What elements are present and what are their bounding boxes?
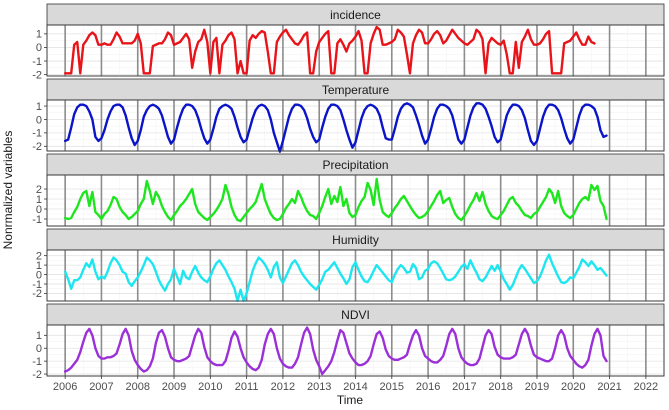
y-tick-label: 0 [36, 343, 42, 355]
x-tick-label: 2016 [416, 381, 440, 393]
panel-border [46, 174, 665, 227]
panel-border [46, 99, 665, 152]
y-tick-label: 1 [36, 330, 42, 342]
y-tick-label: -2 [32, 141, 42, 153]
series-line-temperature [63, 102, 608, 153]
panel-title: NDVI [341, 308, 370, 322]
panel-title: Humidity [332, 233, 379, 247]
series-line-precipitation [63, 177, 608, 223]
panel-incidence: incidence -2-1 01 [32, 3, 665, 81]
y-tick-label: 0 [36, 269, 42, 281]
x-tick-label: 2022 [634, 381, 658, 393]
y-tick-label: 1 [36, 29, 42, 41]
y-tick-label: -1 [32, 56, 42, 68]
y-tick-label: 0 [36, 42, 42, 54]
x-tick-label: 2019 [525, 381, 549, 393]
y-tick-label: 1 [36, 260, 42, 272]
x-tick-label: 2015 [380, 381, 404, 393]
x-tick-label: 2007 [89, 381, 113, 393]
y-tick-label: 0 [36, 204, 42, 216]
y-tick-label: -2 [32, 369, 42, 381]
x-tick-label: 2010 [198, 381, 222, 393]
y-tick-label: -1 [32, 128, 42, 140]
x-tick-label: 2013 [307, 381, 331, 393]
panels-group: incidence-2-101Temperature-2-101Precipit… [32, 3, 665, 381]
panel-border [46, 249, 665, 302]
panel-temperature: Temperature -2-1 01 [32, 78, 665, 153]
x-tick-label: 2006 [53, 381, 77, 393]
y-tick-label: -1 [32, 214, 42, 226]
y-tick-label: -2 [32, 288, 42, 300]
y-tick-label: 2 [36, 184, 42, 196]
y-tick-label: 0 [36, 114, 42, 126]
y-tick-label: 1 [36, 194, 42, 206]
x-tick-label: 2012 [271, 381, 295, 393]
x-tick-label: 2008 [125, 381, 149, 393]
x-tick-label: 2009 [162, 381, 186, 393]
panel-title: Precipitation [322, 158, 388, 172]
y-axis-title: Nonrmalized variables [1, 131, 15, 250]
series-line-ndvi [63, 326, 608, 376]
x-axis: 2006 2007 2008 2009 2010 2011 2012 2013 2014 2015… [53, 376, 658, 393]
x-tick-label: 2014 [343, 381, 367, 393]
x-axis-title: Time [337, 393, 364, 407]
x-tick-label: 2011 [235, 381, 259, 393]
y-tick-label: -1 [32, 356, 42, 368]
x-tick-label: 2017 [452, 381, 476, 393]
series-line-humidity [63, 253, 608, 303]
series-line-incidence [63, 25, 596, 75]
x-tick-label: 2021 [597, 381, 621, 393]
x-tick-label: 2020 [561, 381, 585, 393]
panel-border [46, 24, 665, 77]
y-tick-label: -1 [32, 279, 42, 291]
y-tick-label: 2 [36, 250, 42, 262]
panel-title: Temperature [322, 83, 390, 97]
panel-ndvi: NDVI -2-101 [32, 303, 665, 381]
x-tick-label: 2018 [488, 381, 512, 393]
y-tick-label: -2 [32, 69, 42, 81]
panel-title: incidence [330, 8, 381, 22]
y-tick-label: 1 [36, 101, 42, 113]
